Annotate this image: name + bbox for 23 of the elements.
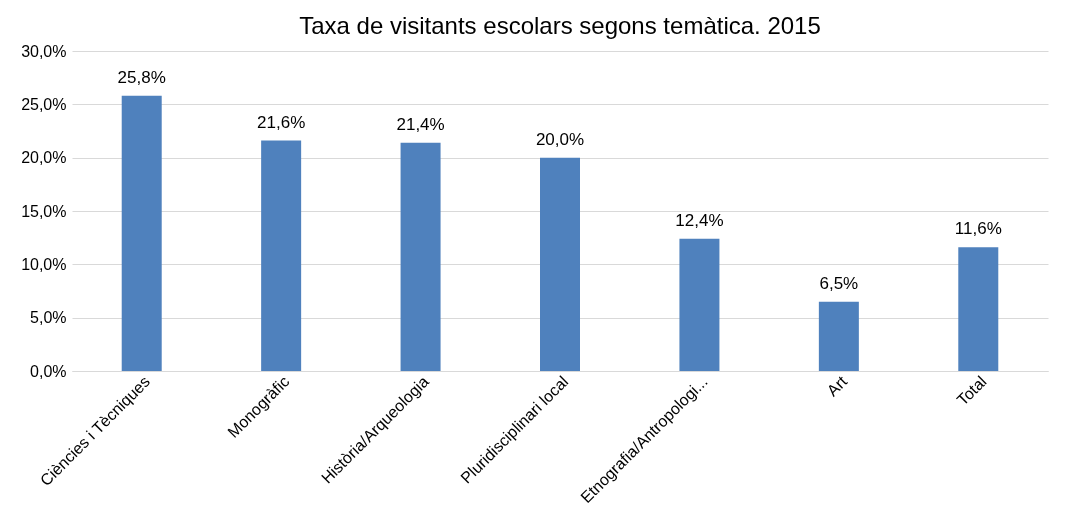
bar [679,238,720,371]
bar [818,301,859,371]
bar [261,140,302,371]
data-label: 20,0% [535,129,585,149]
y-tick-label: 10,0% [21,255,67,273]
y-tick-label: 5,0% [30,309,67,327]
bar [121,95,162,371]
bar [958,247,999,371]
chart-title: Taxa de visitants escolars segons temàtica. 2015 [299,12,821,39]
y-tick-label: 30,0% [21,42,67,60]
y-tick-label: 25,0% [21,95,67,113]
data-label: 12,4% [675,210,724,230]
bar [400,142,441,371]
y-tick-label: 20,0% [21,149,67,167]
data-label: 11,6% [954,219,1002,239]
data-label: 25,8% [117,67,166,87]
bar [540,157,580,371]
data-label: 21,6% [257,112,306,132]
y-tick-label: 15,0% [21,202,67,220]
data-label: 21,4% [396,114,445,134]
data-label: 6,5% [819,273,859,293]
y-tick-label: 0,0% [30,362,67,380]
x-tick-label: Art [823,372,851,400]
